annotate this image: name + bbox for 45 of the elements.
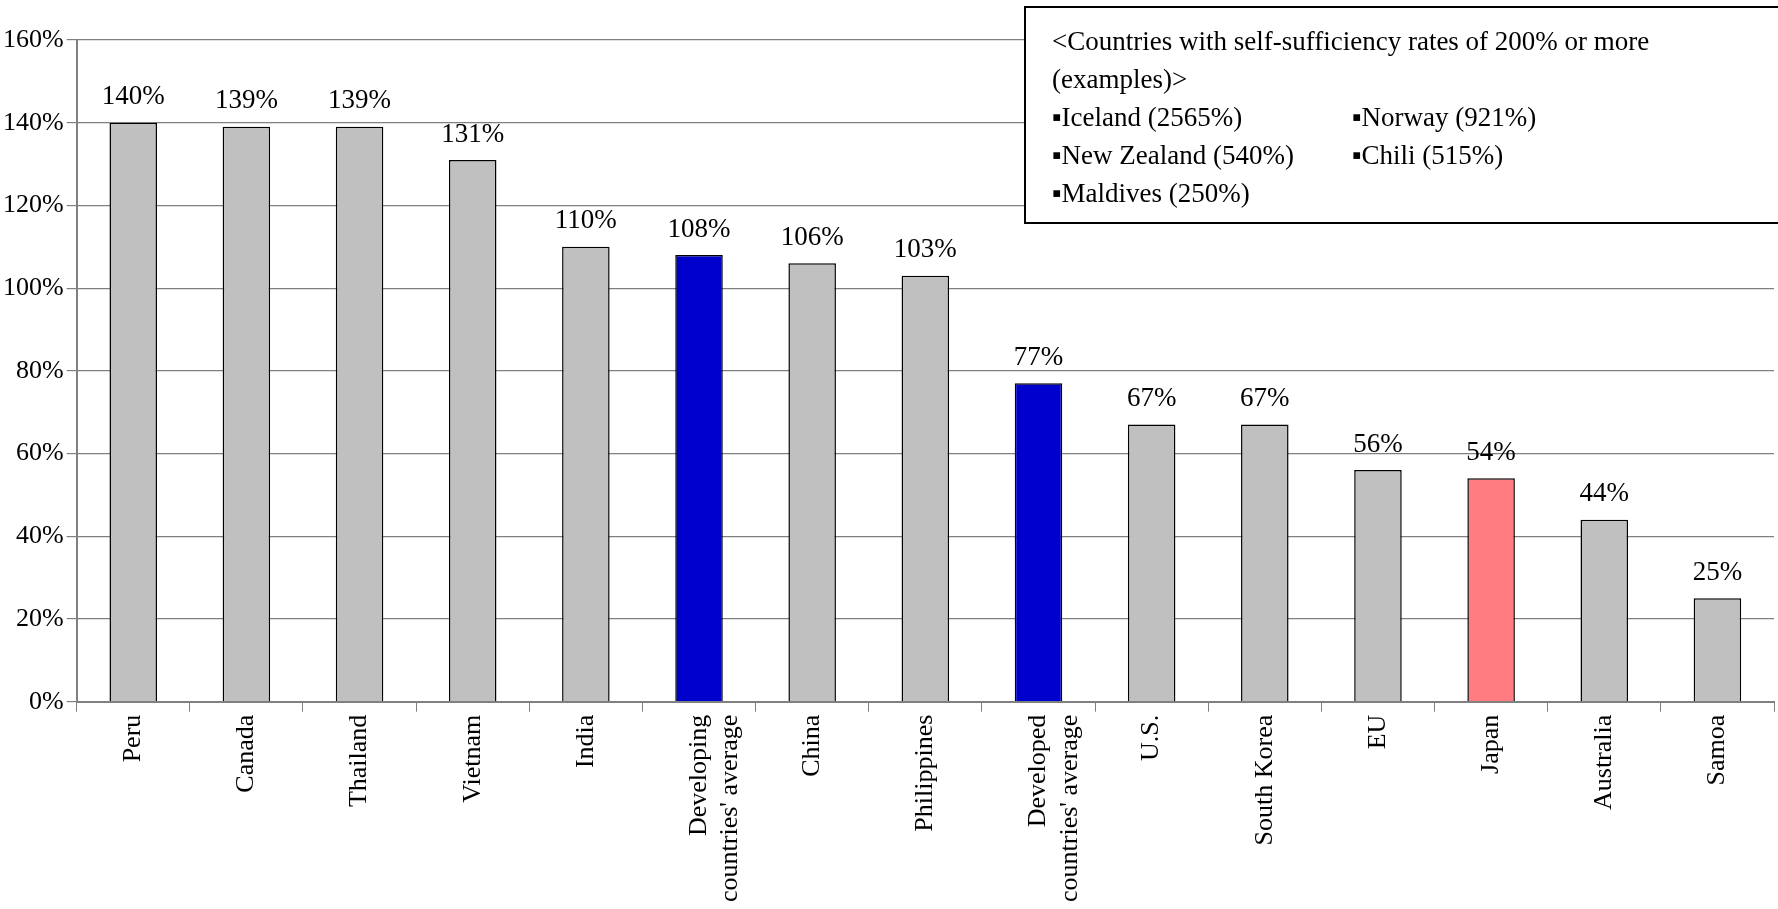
data-label: 67%	[1240, 382, 1290, 413]
data-label: 139%	[214, 84, 278, 115]
x-tick-label: Developing countries' average	[682, 714, 744, 903]
x-tick-label: Samoa	[1701, 714, 1731, 786]
x-tick-label: Developed countries' average	[1022, 714, 1083, 903]
x-tick-label: Canada	[230, 714, 260, 793]
data-label: 139%	[328, 84, 392, 115]
data-label: 54%	[1466, 435, 1516, 466]
data-label: 77%	[1013, 340, 1064, 371]
x-tick-label: Vietnam	[456, 714, 486, 803]
data-label: 56%	[1353, 427, 1403, 458]
y-tick-label: 100%	[2, 271, 64, 301]
x-tick-label: Thailand	[343, 714, 373, 808]
y-tick-label: 40%	[15, 520, 64, 550]
x-tick-label: India	[569, 714, 599, 769]
y-tick-label: 120%	[2, 189, 64, 219]
y-tick-label: 60%	[15, 437, 64, 467]
x-tick-label: Philippines	[909, 714, 939, 832]
x-tick-label: Peru	[117, 714, 147, 763]
data-label: 44%	[1579, 477, 1630, 508]
annotation: ▪Iceland (2565%)	[1052, 101, 1244, 134]
data-label: 110%	[554, 204, 617, 235]
data-label: 108%	[667, 212, 731, 243]
data-label: 131%	[441, 117, 505, 148]
annotation: ▪Chili (515%)	[1352, 139, 1504, 172]
data-label: 106%	[780, 220, 844, 251]
x-tick-label: China	[796, 714, 825, 777]
y-tick-label: 80%	[15, 354, 64, 384]
y-tick-label: 160%	[2, 23, 64, 53]
x-tick-label: EU	[1361, 714, 1391, 750]
data-label: 67%	[1126, 382, 1177, 413]
x-tick-label: U.S.	[1135, 714, 1165, 761]
annotation: ▪Maldives (250%)	[1052, 177, 1251, 210]
y-tick-label: 0%	[28, 685, 64, 715]
x-tick-label: Japan	[1474, 714, 1504, 774]
x-tick-label: Australia	[1588, 714, 1618, 811]
y-tick-label: 20%	[15, 602, 64, 632]
annotation: <Countries with self-sufficiency rates of 200% or more (examples)>	[1052, 25, 1651, 96]
data-label: 25%	[1692, 555, 1743, 586]
y-tick-label: 140%	[2, 106, 64, 136]
annotation: ▪New Zealand (540%)	[1052, 139, 1295, 172]
data-label: 140%	[101, 80, 165, 111]
annotation: ▪Norway (921%)	[1352, 101, 1537, 134]
x-tick-label: South Korea	[1248, 714, 1278, 846]
data-label: 103%	[893, 233, 957, 264]
